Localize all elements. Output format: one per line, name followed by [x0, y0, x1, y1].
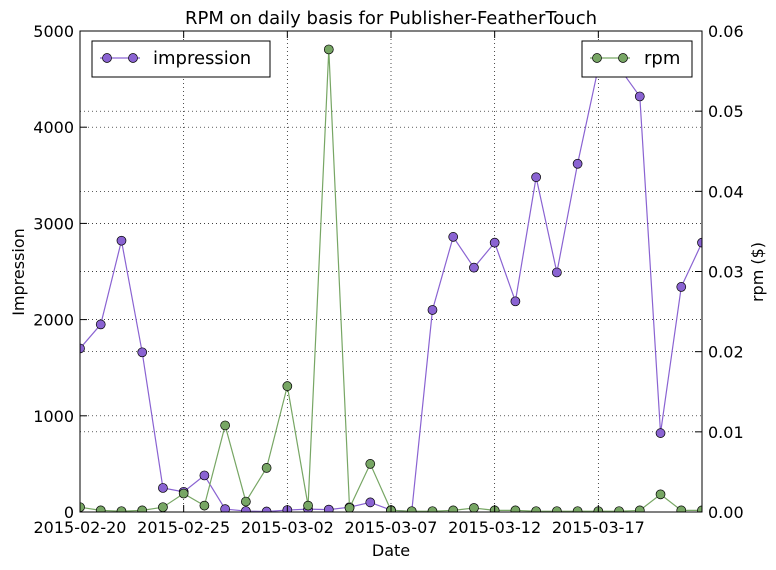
series-rpm-point: [241, 496, 251, 507]
series-rpm-point: [572, 506, 583, 512]
series-rpm-point: [282, 381, 293, 391]
legend-impression: impression: [91, 40, 271, 78]
series-rpm-point: [448, 505, 459, 512]
series-impression-point: [241, 506, 251, 512]
series-rpm-point: [614, 506, 624, 512]
y-left-tick-label: 0: [64, 503, 74, 522]
series-rpm-point: [469, 503, 479, 512]
x-tick-label: 2015-02-25: [137, 518, 230, 537]
series-rpm-point: [552, 506, 562, 512]
series-impression-point: [510, 296, 521, 307]
legend-impression-box: [91, 40, 271, 78]
chart-title: RPM on daily basis for Publisher-Feather…: [185, 8, 597, 29]
y-right-tick-label: 0.01: [708, 423, 744, 442]
series-impression-point: [531, 172, 541, 183]
series-impression-point: [116, 235, 127, 246]
left-axis-label: Impression: [9, 228, 28, 316]
series-rpm-point: [158, 502, 168, 512]
series-rpm-point: [323, 44, 334, 55]
series-impression-point: [448, 232, 459, 242]
series-impression-point: [323, 504, 334, 512]
y-right-tick-label: 0.03: [708, 263, 744, 282]
series-rpm-point: [178, 488, 189, 499]
series-rpm-point: [95, 505, 106, 512]
series-rpm-point: [137, 505, 148, 512]
y-right-tick-label: 0.02: [708, 343, 744, 362]
series-rpm-point: [531, 506, 541, 512]
series-rpm-point: [406, 506, 417, 512]
y-left-tick-label: 1000: [33, 407, 74, 426]
series-impression-point: [572, 158, 583, 169]
ticks: 2015-02-20 2015-02-25 2015-03-02 2015-03-07…: [33, 22, 743, 537]
series-rpm-point: [344, 503, 355, 512]
series-rpm-point: [427, 506, 438, 512]
x-axis-label: Date: [372, 541, 410, 560]
series-impression-point: [655, 428, 666, 438]
series-impression-point: [158, 483, 168, 493]
series-impression-point: [634, 91, 645, 102]
x-tick-label: 2015-03-17: [552, 518, 645, 537]
series-impression-point: [80, 343, 85, 354]
series-impression-point: [427, 305, 438, 315]
series-impression-point: [676, 282, 687, 292]
legend-rpm-marker: [592, 53, 602, 63]
series-rpm-point: [220, 420, 230, 431]
series-impression-point: [489, 237, 500, 248]
series-rpm-point: [199, 500, 210, 511]
series-rpm-point: [510, 505, 521, 512]
series-impression-point: [697, 237, 702, 248]
series-impression-point: [137, 347, 148, 358]
series-rpm-point: [697, 505, 702, 512]
x-tick-label: 2015-03-02: [241, 518, 334, 537]
series-impression-point: [95, 319, 106, 330]
series-impression-point: [552, 267, 562, 278]
right-axis-label: rpm ($): [748, 242, 767, 302]
series-rpm-point: [261, 463, 272, 473]
series-impression-point: [469, 262, 479, 273]
series-rpm-point: [676, 505, 687, 512]
legend-rpm-marker: [618, 53, 628, 63]
x-tick-label: 2015-03-12: [448, 518, 541, 537]
series-rpm-point: [116, 506, 127, 512]
series-rpm-point: [634, 505, 645, 512]
legend-impression-marker: [102, 53, 112, 63]
series-impression-point: [365, 497, 376, 508]
legend-rpm: rpm: [581, 40, 693, 78]
series-rpm-point: [80, 502, 85, 512]
legend-impression-label: impression: [153, 48, 251, 69]
y-right-tick-label: 0.04: [708, 182, 744, 201]
y-left-tick-label: 3000: [33, 214, 74, 233]
y-right-tick-label: 0.00: [708, 503, 744, 522]
series-impression-point: [220, 504, 230, 512]
y-left-tick-label: 2000: [33, 311, 74, 330]
legend-rpm-label: rpm: [644, 48, 680, 69]
x-tick-label: 2015-02-20: [34, 518, 127, 537]
series-rpm-point: [303, 500, 313, 511]
y-right-tick-label: 0.06: [708, 22, 744, 41]
y-right-tick-label: 0.05: [708, 102, 744, 121]
legend-impression-marker: [128, 53, 138, 63]
series-rpm-point: [365, 459, 376, 469]
y-left-tick-label: 5000: [33, 22, 74, 41]
series-impression-point: [199, 470, 210, 481]
series-rpm-point: [655, 489, 666, 500]
y-left-tick-label: 4000: [33, 118, 74, 137]
x-tick-label: 2015-03-07: [345, 518, 438, 537]
